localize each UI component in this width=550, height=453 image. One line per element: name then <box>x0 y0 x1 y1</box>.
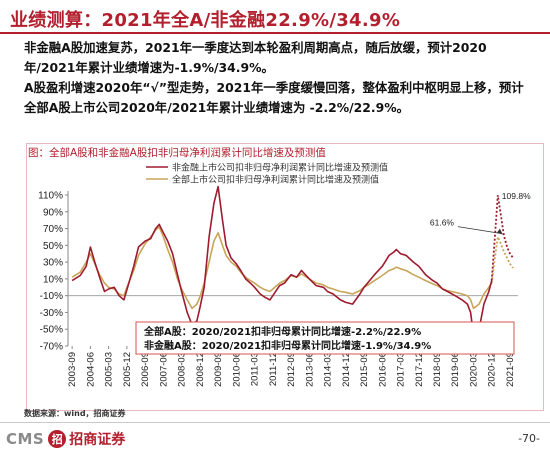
summary-box <box>135 321 515 355</box>
slide-title: 业绩测算：2021年全A/非金融22.9%/34.9% <box>10 10 401 31</box>
logo-chinese-name: 招商证券 <box>69 432 126 448</box>
series-forecast-0 <box>490 195 514 281</box>
annotation-arrow <box>457 226 502 234</box>
legend-label: 非金融上市公司扣非归母净利润累计同比增速及预测值 <box>172 162 388 174</box>
data-source: 数据来源：wind，招商证券 <box>24 409 126 418</box>
x-tick-label: 2005-03 <box>104 352 115 387</box>
bullet-non-financial: 非金融A股加速复苏，2021年一季度达到本轮盈利周期高点，随后放缓，预计2020… <box>24 40 487 75</box>
x-tick-label: 2014-03 <box>323 352 334 387</box>
logo-mark-icon: 招 <box>48 430 67 448</box>
y-tick-label: 90% <box>43 207 63 218</box>
chart-title: 图：全部A股和非金融A股扣非归母净利润累计同比增速及预测值 <box>28 147 326 159</box>
x-tick-label: 2020-03 <box>468 352 479 387</box>
x-tick-label: 2003-09 <box>67 352 78 387</box>
x-tick-label: 2007-06 <box>158 352 169 387</box>
y-tick-label: -30% <box>40 308 63 319</box>
footer-divider <box>0 422 550 423</box>
y-tick-label: 30% <box>43 258 63 269</box>
y-tick-label: -70% <box>40 342 63 353</box>
x-tick-label: 2017-03 <box>396 352 407 387</box>
summary-box-line: 非金融A股：2020/2021扣非归母累计同比增速-1.9%/34.9% <box>144 339 431 352</box>
title-divider <box>0 32 550 34</box>
x-tick-label: 2020-12 <box>487 352 498 387</box>
series-line-0 <box>71 185 493 336</box>
earnings-growth-chart: 110% 90% 70% 50% 30% 10% -10% -30% -50% -70% 2003-… <box>38 162 531 387</box>
x-tick-label: 2004-06 <box>85 352 96 387</box>
x-tick-label: 2005-12 <box>122 352 133 387</box>
series-forecast-1 <box>490 233 514 284</box>
x-tick-label: 2021-09 <box>505 352 516 387</box>
x-tick-label: 2018-09 <box>432 352 443 387</box>
annotation-arrowhead <box>496 228 503 235</box>
y-tick-label: -10% <box>40 291 63 302</box>
y-tick-label: 50% <box>43 241 63 252</box>
logo-text: CMS <box>6 430 45 448</box>
series-line-1 <box>71 226 493 310</box>
chart-frame <box>26 143 544 411</box>
annotation-peak: 109.8% <box>502 191 531 201</box>
x-tick-label: 2008-12 <box>195 352 206 387</box>
y-tick-label: 110% <box>38 191 63 202</box>
y-tick-label: 70% <box>43 224 63 235</box>
bullet-all-a-shares: A股盈利增速2020年“√”型走势，2021年一季度缓慢回落，整体盈利中枢明显上… <box>24 80 524 115</box>
x-tick-label: 2009-09 <box>213 352 224 387</box>
x-tick-label: 2011-03 <box>250 352 261 386</box>
x-tick-label: 2016-06 <box>377 352 388 387</box>
page-number: -70- <box>518 432 540 445</box>
y-tick-label: -50% <box>40 325 63 336</box>
x-tick-label: 2008-03 <box>177 352 188 387</box>
cms-logo: CMS 招 招商证券 <box>6 428 125 450</box>
x-tick-label: 2010-06 <box>231 352 242 387</box>
y-tick-label: 10% <box>43 274 63 285</box>
x-tick-label: 2014-12 <box>341 352 352 387</box>
x-tick-label: 2015-09 <box>359 352 370 387</box>
x-tick-label: 2019-06 <box>450 352 461 387</box>
x-tick-label: 2012-09 <box>286 352 297 387</box>
legend-label: 全部上市公司扣非归母净利润累计同比增速及预测值 <box>172 174 379 186</box>
annotation-61-6: 61.6% <box>430 218 455 228</box>
x-tick-label: 2013-06 <box>304 352 315 387</box>
x-tick-label: 2006-09 <box>140 352 151 387</box>
summary-box-line: 全部A股：2020/2021扣非归母累计同比增速-2.2%/22.9% <box>143 325 421 338</box>
x-tick-label: 2017-12 <box>414 352 425 387</box>
x-tick-label: 2011-12 <box>268 352 279 386</box>
